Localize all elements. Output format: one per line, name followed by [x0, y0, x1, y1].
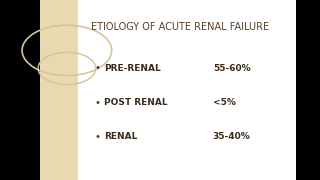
Text: <5%: <5% [213, 98, 236, 107]
Text: PRE-RENAL: PRE-RENAL [104, 64, 161, 73]
Text: ETIOLOGY OF ACUTE RENAL FAILURE: ETIOLOGY OF ACUTE RENAL FAILURE [91, 22, 269, 32]
Text: 55-60%: 55-60% [213, 64, 251, 73]
Text: POST RENAL: POST RENAL [104, 98, 168, 107]
Text: 35-40%: 35-40% [213, 132, 251, 141]
Text: •: • [94, 63, 100, 73]
Text: •: • [94, 132, 100, 142]
Text: RENAL: RENAL [104, 132, 137, 141]
Text: •: • [94, 98, 100, 108]
Bar [40, 0, 78, 180]
Bar [78, 0, 296, 180]
